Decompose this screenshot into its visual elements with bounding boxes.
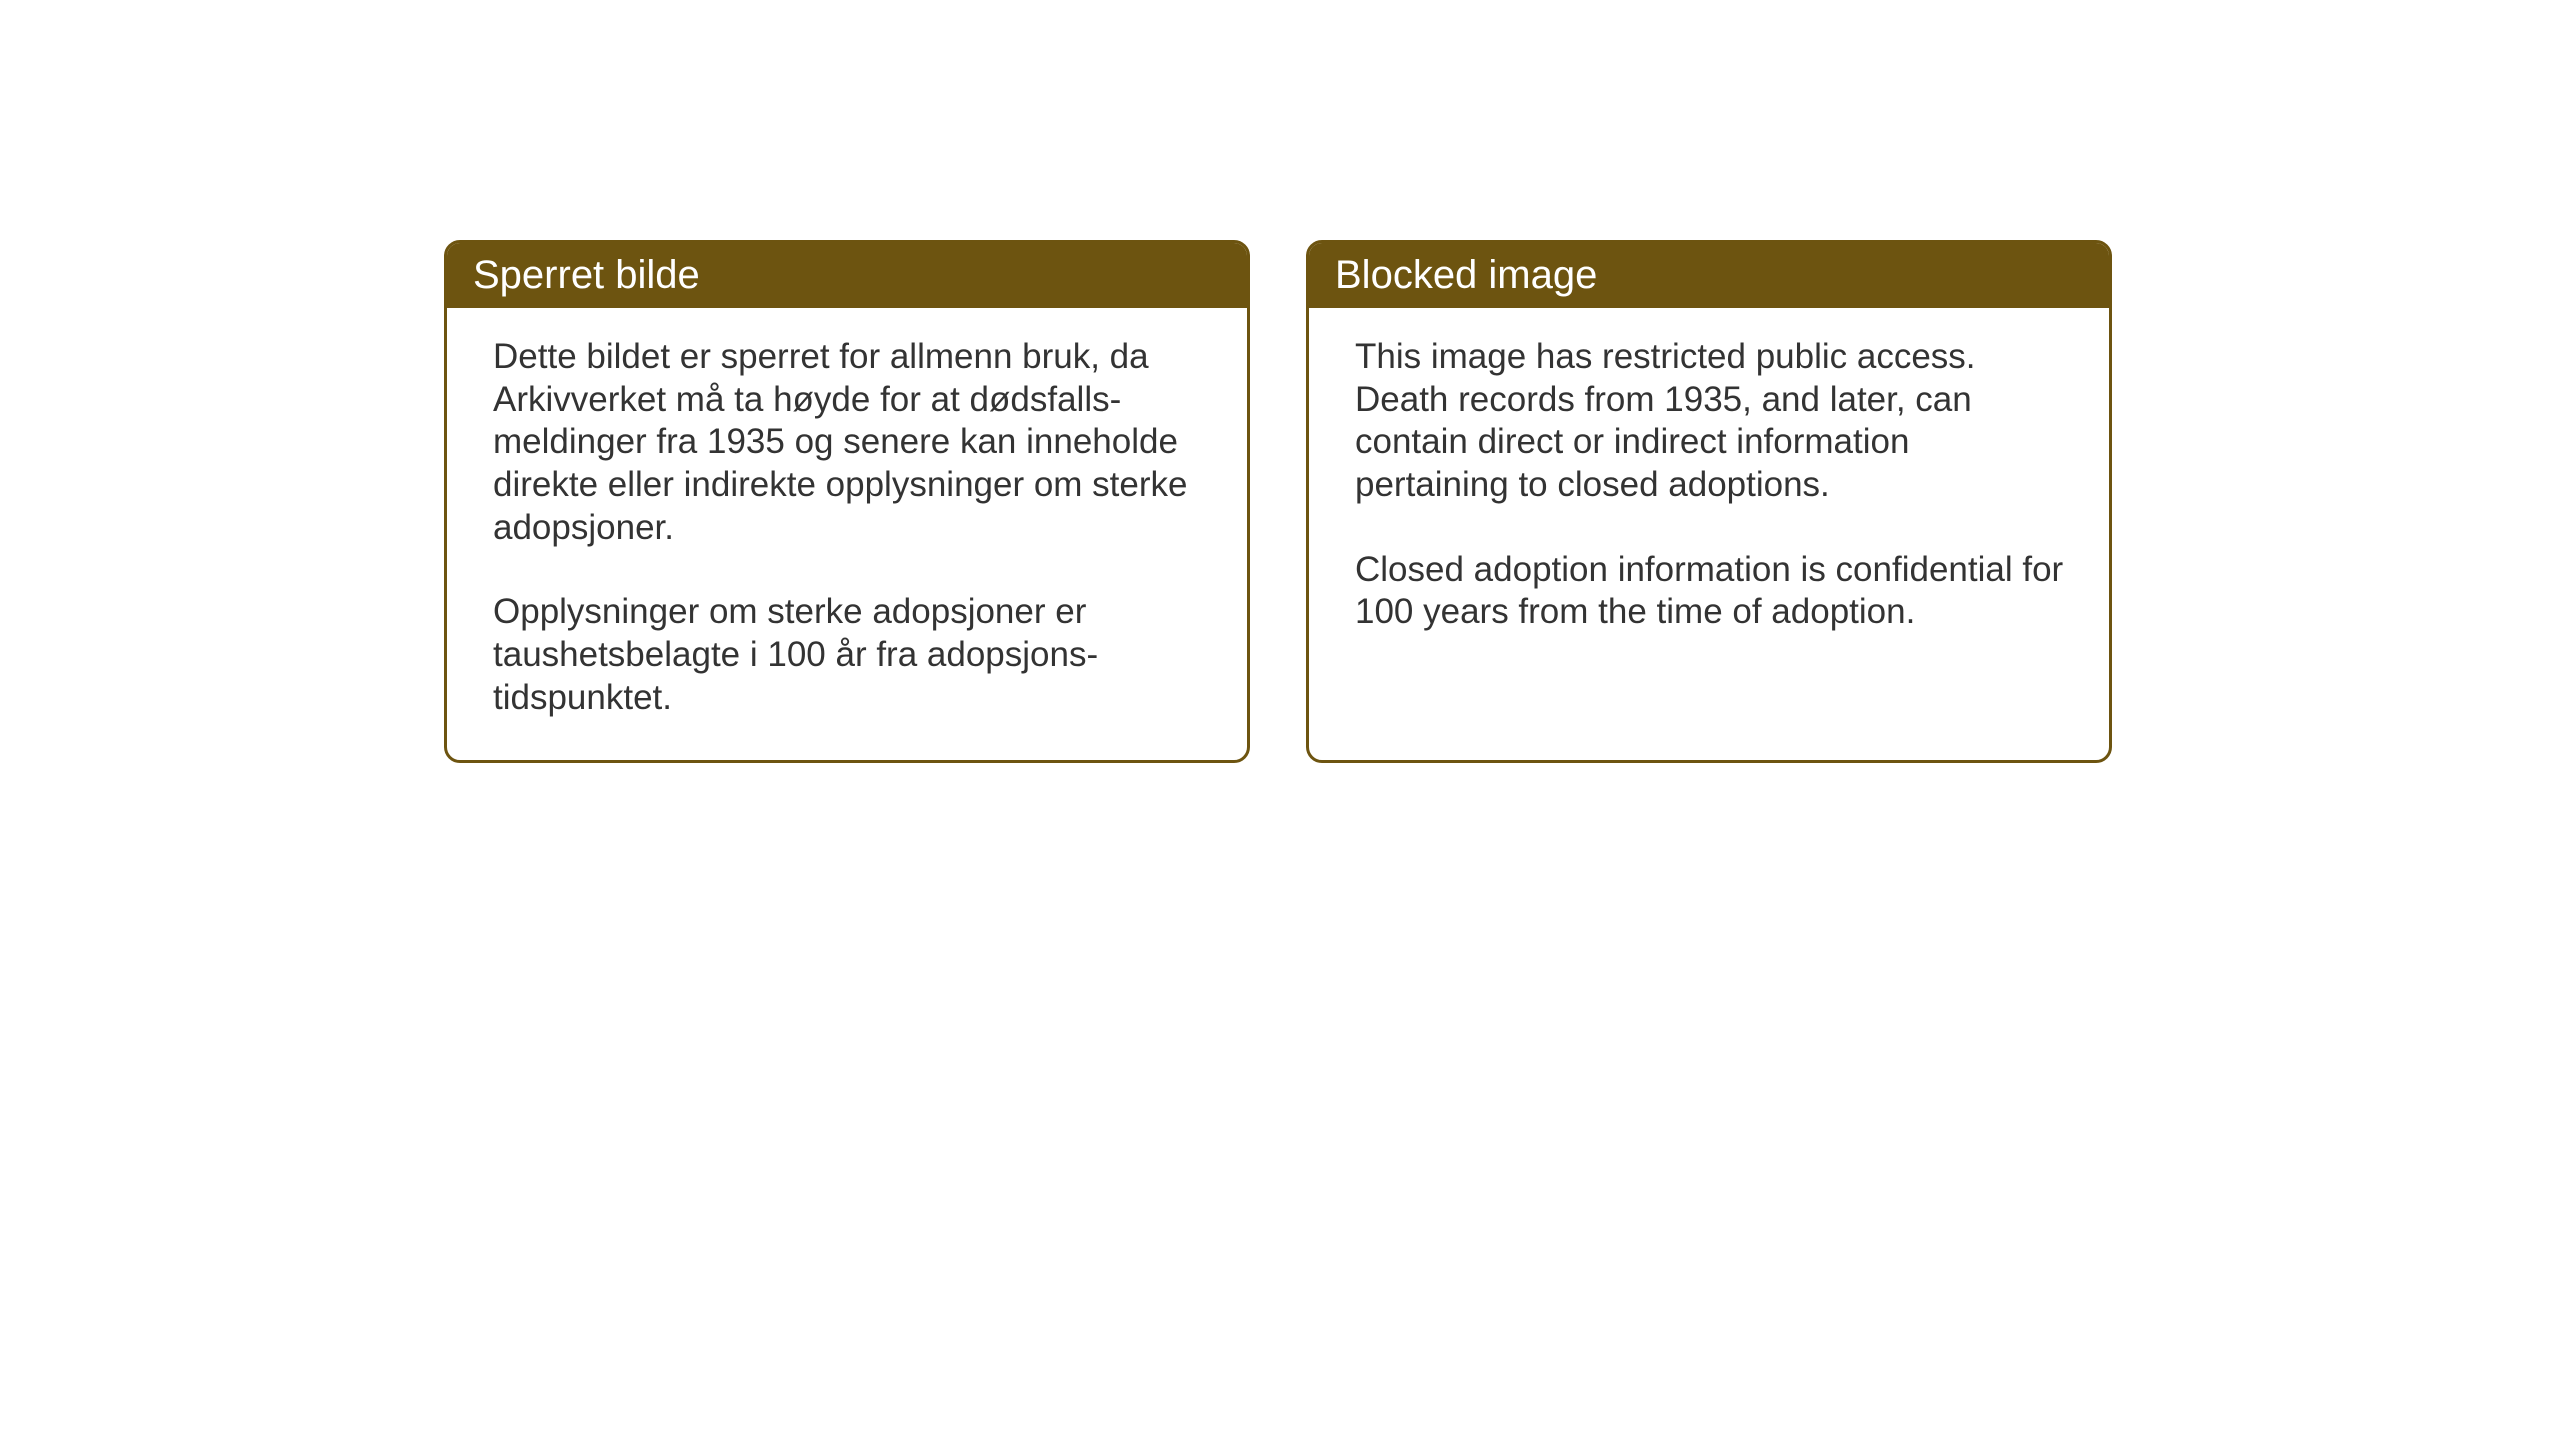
norwegian-card-header: Sperret bilde: [447, 243, 1247, 308]
english-card-body: This image has restricted public access.…: [1309, 308, 2109, 674]
english-card-header: Blocked image: [1309, 243, 2109, 308]
norwegian-card-title: Sperret bilde: [473, 253, 700, 297]
english-card-title: Blocked image: [1335, 253, 1597, 297]
norwegian-notice-card: Sperret bilde Dette bildet er sperret fo…: [444, 240, 1250, 763]
norwegian-paragraph-2: Opplysninger om sterke adopsjoner er tau…: [493, 591, 1207, 719]
notice-container: Sperret bilde Dette bildet er sperret fo…: [444, 240, 2112, 763]
english-paragraph-2: Closed adoption information is confident…: [1355, 549, 2069, 634]
norwegian-paragraph-1: Dette bildet er sperret for allmenn bruk…: [493, 336, 1207, 549]
english-paragraph-1: This image has restricted public access.…: [1355, 336, 2069, 507]
english-notice-card: Blocked image This image has restricted …: [1306, 240, 2112, 763]
norwegian-card-body: Dette bildet er sperret for allmenn bruk…: [447, 308, 1247, 760]
